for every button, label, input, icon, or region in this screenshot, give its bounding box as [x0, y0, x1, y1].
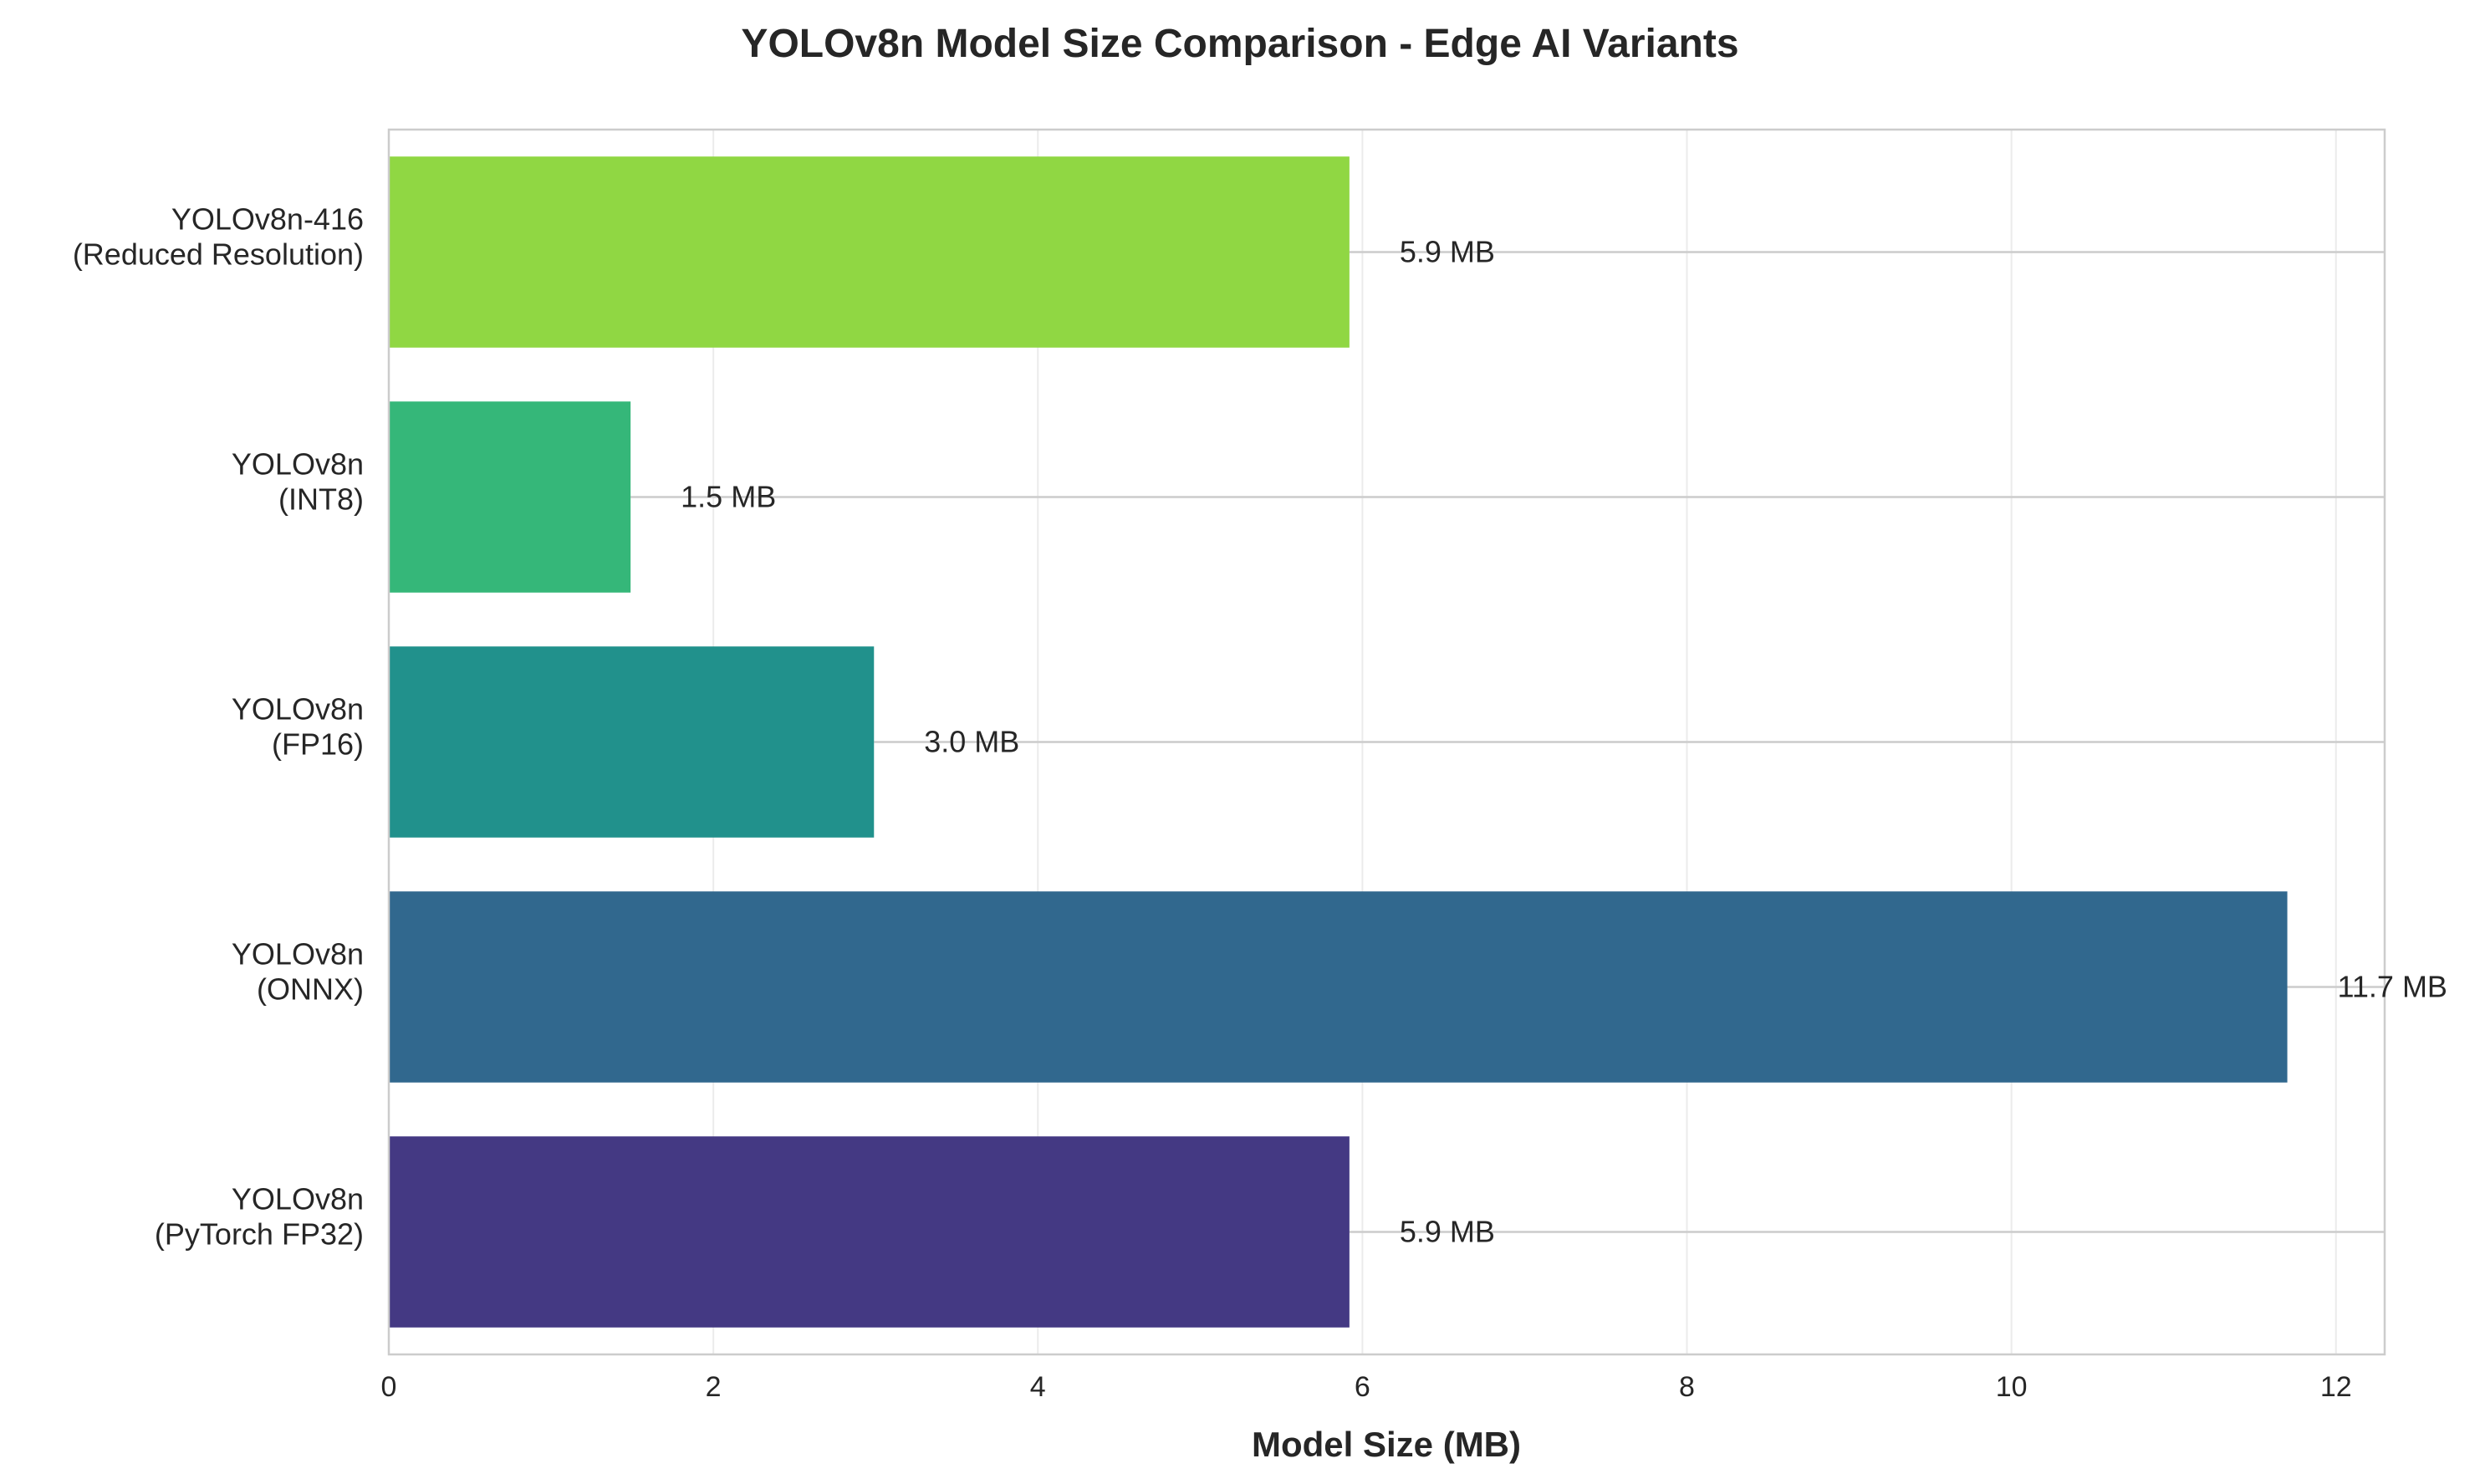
category-label-line: YOLOv8n [232, 692, 364, 727]
category-label-line: (PyTorch FP32) [155, 1217, 364, 1252]
bar-4 [389, 156, 1350, 348]
x-tick-label-5: 10 [1996, 1371, 2028, 1403]
data-label-2: 3.0 MB [924, 725, 1019, 759]
chart-title: YOLOv8n Model Size Comparison - Edge AI … [741, 22, 1738, 66]
category-label-3: YOLOv8n (INT8) [232, 447, 364, 517]
category-label-line: (ONNX) [257, 972, 364, 1007]
reference-lines [630, 251, 2385, 1233]
category-label-4: YOLOv8n-416 (Reduced Resolution) [73, 202, 364, 272]
x-tick-labels: 0 2 4 6 8 10 12 [381, 1371, 2352, 1403]
data-labels: 5.9 MB 11.7 MB 3.0 MB 1.5 MB 5.9 MB [681, 235, 2447, 1249]
x-tick-label-0: 0 [381, 1371, 397, 1403]
category-label-line: YOLOv8n [232, 937, 364, 971]
plot-frame [387, 128, 2386, 1356]
data-label-4: 5.9 MB [1400, 235, 1495, 269]
category-label-line: (FP16) [272, 727, 364, 762]
category-label-line: YOLOv8n [232, 447, 364, 482]
x-tick-label-6: 12 [2320, 1371, 2352, 1403]
bar-1 [389, 891, 2288, 1083]
category-label-1: YOLOv8n (ONNX) [232, 937, 364, 1007]
category-label-line: YOLOv8n [232, 1182, 364, 1216]
data-label-1: 11.7 MB [2338, 970, 2447, 1004]
data-label-3: 1.5 MB [681, 480, 776, 514]
category-label-line: YOLOv8n-416 [171, 202, 364, 237]
x-tick-label-4: 8 [1679, 1371, 1695, 1403]
bar-3 [389, 401, 631, 593]
category-label-2: YOLOv8n (FP16) [232, 692, 364, 762]
category-label-0: YOLOv8n (PyTorch FP32) [155, 1182, 364, 1252]
bar-2 [389, 646, 875, 838]
bar-0 [389, 1136, 1350, 1328]
x-tick-label-3: 6 [1355, 1371, 1370, 1403]
x-tick-label-2: 4 [1030, 1371, 1046, 1403]
x-tick-label-1: 2 [706, 1371, 722, 1403]
category-label-line: (INT8) [278, 482, 364, 517]
x-axis-label: Model Size (MB) [1252, 1425, 1521, 1464]
category-label-line: (Reduced Resolution) [73, 237, 364, 272]
bars [389, 156, 2288, 1328]
data-label-0: 5.9 MB [1400, 1215, 1495, 1249]
category-labels: YOLOv8n (PyTorch FP32)YOLOv8n (ONNX)YOLOv8… [73, 202, 364, 1252]
